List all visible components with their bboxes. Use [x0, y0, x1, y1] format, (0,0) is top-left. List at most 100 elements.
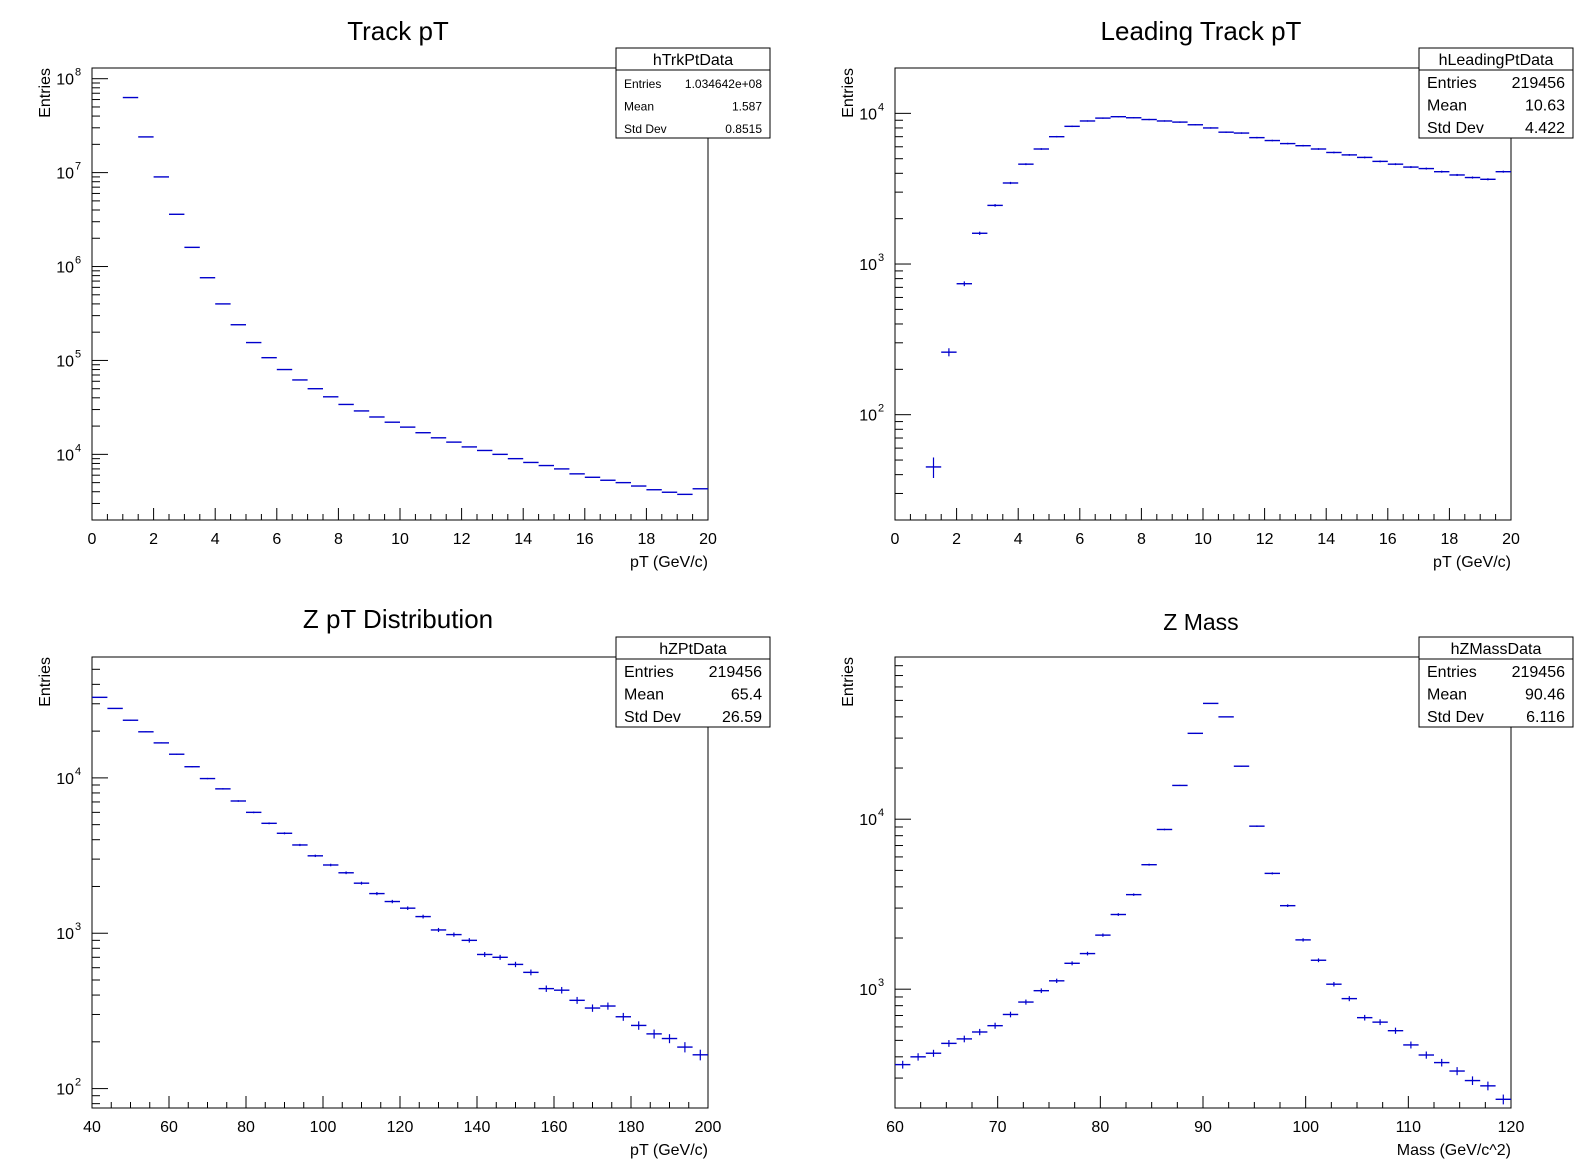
data-point [184, 766, 200, 768]
x-tick-label: 120 [387, 1119, 414, 1136]
x-tick-label: 20 [1502, 531, 1520, 548]
y-tick-base: 10 [56, 447, 74, 464]
x-tick-label: 8 [334, 531, 343, 548]
data-point [523, 969, 539, 976]
stats-box: hZMassData Entries 219456 Mean 90.46 Std Dev 6… [1418, 636, 1574, 728]
data-point [1218, 716, 1234, 718]
y-tick-exponent: 8 [75, 67, 81, 79]
data-point [956, 1035, 972, 1043]
panel-3: Z pT Distribution pT (GeV/c) Entries 40 60 80… [37, 604, 771, 1159]
y-tick-label: 10 4 [56, 442, 81, 464]
y-tick-base: 10 [56, 260, 74, 277]
data-point [507, 961, 524, 968]
chart-title: Track pT [347, 16, 449, 46]
data-point [925, 1049, 942, 1057]
data-point [1141, 118, 1157, 121]
data-point [215, 788, 231, 790]
stats-value: 90.46 [1525, 687, 1565, 704]
x-axis-label: pT (GeV/c) [1433, 554, 1511, 571]
data-point [1264, 872, 1280, 875]
data-point [1418, 167, 1434, 170]
x-tick-label: 140 [464, 1119, 491, 1136]
stats-box: hLeadingPtData Entries 219456 Mean 10.63 Std … [1418, 47, 1574, 139]
data-point [1002, 1011, 1019, 1018]
data-point [972, 1028, 988, 1036]
stats-value: 0.8515 [725, 122, 762, 136]
data-point [138, 731, 154, 733]
x-tick-label: 8 [1137, 531, 1146, 548]
data-point [941, 348, 957, 357]
y-tick-exponent: 2 [75, 1077, 81, 1089]
stats-box: hZPtData Entries 219456 Mean 65.4 Std Dev 26.5… [615, 636, 771, 728]
data-point [1141, 863, 1157, 866]
y-axis-label: Entries [37, 657, 54, 707]
x-tick-label: 100 [1292, 1119, 1319, 1136]
x-tick-label: 14 [514, 531, 532, 548]
y-tick-label: 10 7 [56, 161, 81, 183]
data-point [987, 204, 1003, 207]
stats-label: Mean [624, 100, 654, 114]
x-tick-label: 4 [1014, 531, 1023, 548]
data-point [92, 696, 108, 699]
y-tick-base: 10 [56, 166, 74, 183]
data-point [1264, 139, 1280, 142]
data-point [1495, 170, 1511, 173]
data-point [1326, 151, 1342, 154]
chart-title: Leading Track pT [1101, 16, 1302, 46]
stats-label: Entries [1427, 664, 1477, 681]
data-point [1357, 1014, 1373, 1021]
y-tick-label: 10 4 [56, 766, 81, 788]
data-point [1418, 1051, 1434, 1059]
x-tick-label: 16 [1379, 531, 1397, 548]
data-point [584, 1004, 601, 1012]
stats-box-frame [615, 636, 771, 728]
stats-box-frame [1418, 47, 1574, 139]
data-point [246, 811, 262, 814]
data-point [987, 1022, 1003, 1029]
data-point [910, 1053, 926, 1061]
x-tick-label: 60 [886, 1119, 904, 1136]
x-tick-label: 2 [952, 531, 961, 548]
data-point [1064, 125, 1080, 128]
y-tick-base: 10 [859, 408, 877, 425]
data-point [353, 881, 370, 885]
y-tick-exponent: 7 [75, 161, 81, 173]
data-point [1033, 988, 1049, 994]
data-point [261, 822, 277, 825]
panel-4: Z Mass Mass (GeV/c^2) Entries 60 70 80 90 100 11… [840, 609, 1574, 1159]
data-point [1403, 166, 1419, 169]
data-point [1064, 961, 1080, 966]
stats-box-frame [1418, 636, 1574, 728]
y-tick-base: 10 [859, 257, 877, 274]
x-tick-label: 2 [149, 531, 158, 548]
x-tick-label: 80 [237, 1119, 255, 1136]
y-tick-label: 10 5 [56, 348, 81, 370]
data-point [1049, 978, 1065, 984]
data-point [1295, 938, 1311, 942]
data-point [1172, 121, 1188, 123]
data-point [661, 1034, 678, 1044]
data-point [1341, 996, 1357, 1002]
x-tick-label: 4 [211, 531, 220, 548]
data-point [1249, 825, 1265, 827]
data-point [323, 863, 339, 867]
data-point [492, 954, 508, 960]
x-tick-label: 180 [618, 1119, 645, 1136]
data-point [446, 932, 462, 937]
data-point [199, 777, 216, 780]
y-axis-label: Entries [840, 68, 857, 118]
stats-histogram-name: hZMassData [1451, 641, 1542, 658]
y-tick-label: 10 4 [859, 101, 884, 123]
data-point [384, 899, 400, 904]
stats-label: Mean [1427, 687, 1467, 704]
panel-2: Leading Track pT pT (GeV/c) Entries 0 2 4 6 8 10… [840, 16, 1574, 571]
data-point [1495, 1094, 1511, 1105]
y-tick-exponent: 5 [75, 348, 81, 360]
stats-label: Std Dev [624, 122, 667, 136]
data-point [569, 996, 585, 1004]
data-point [1310, 148, 1327, 150]
x-tick-label: 110 [1396, 1119, 1422, 1136]
y-tick-label: 10 8 [56, 67, 81, 89]
data-point [1033, 148, 1049, 150]
